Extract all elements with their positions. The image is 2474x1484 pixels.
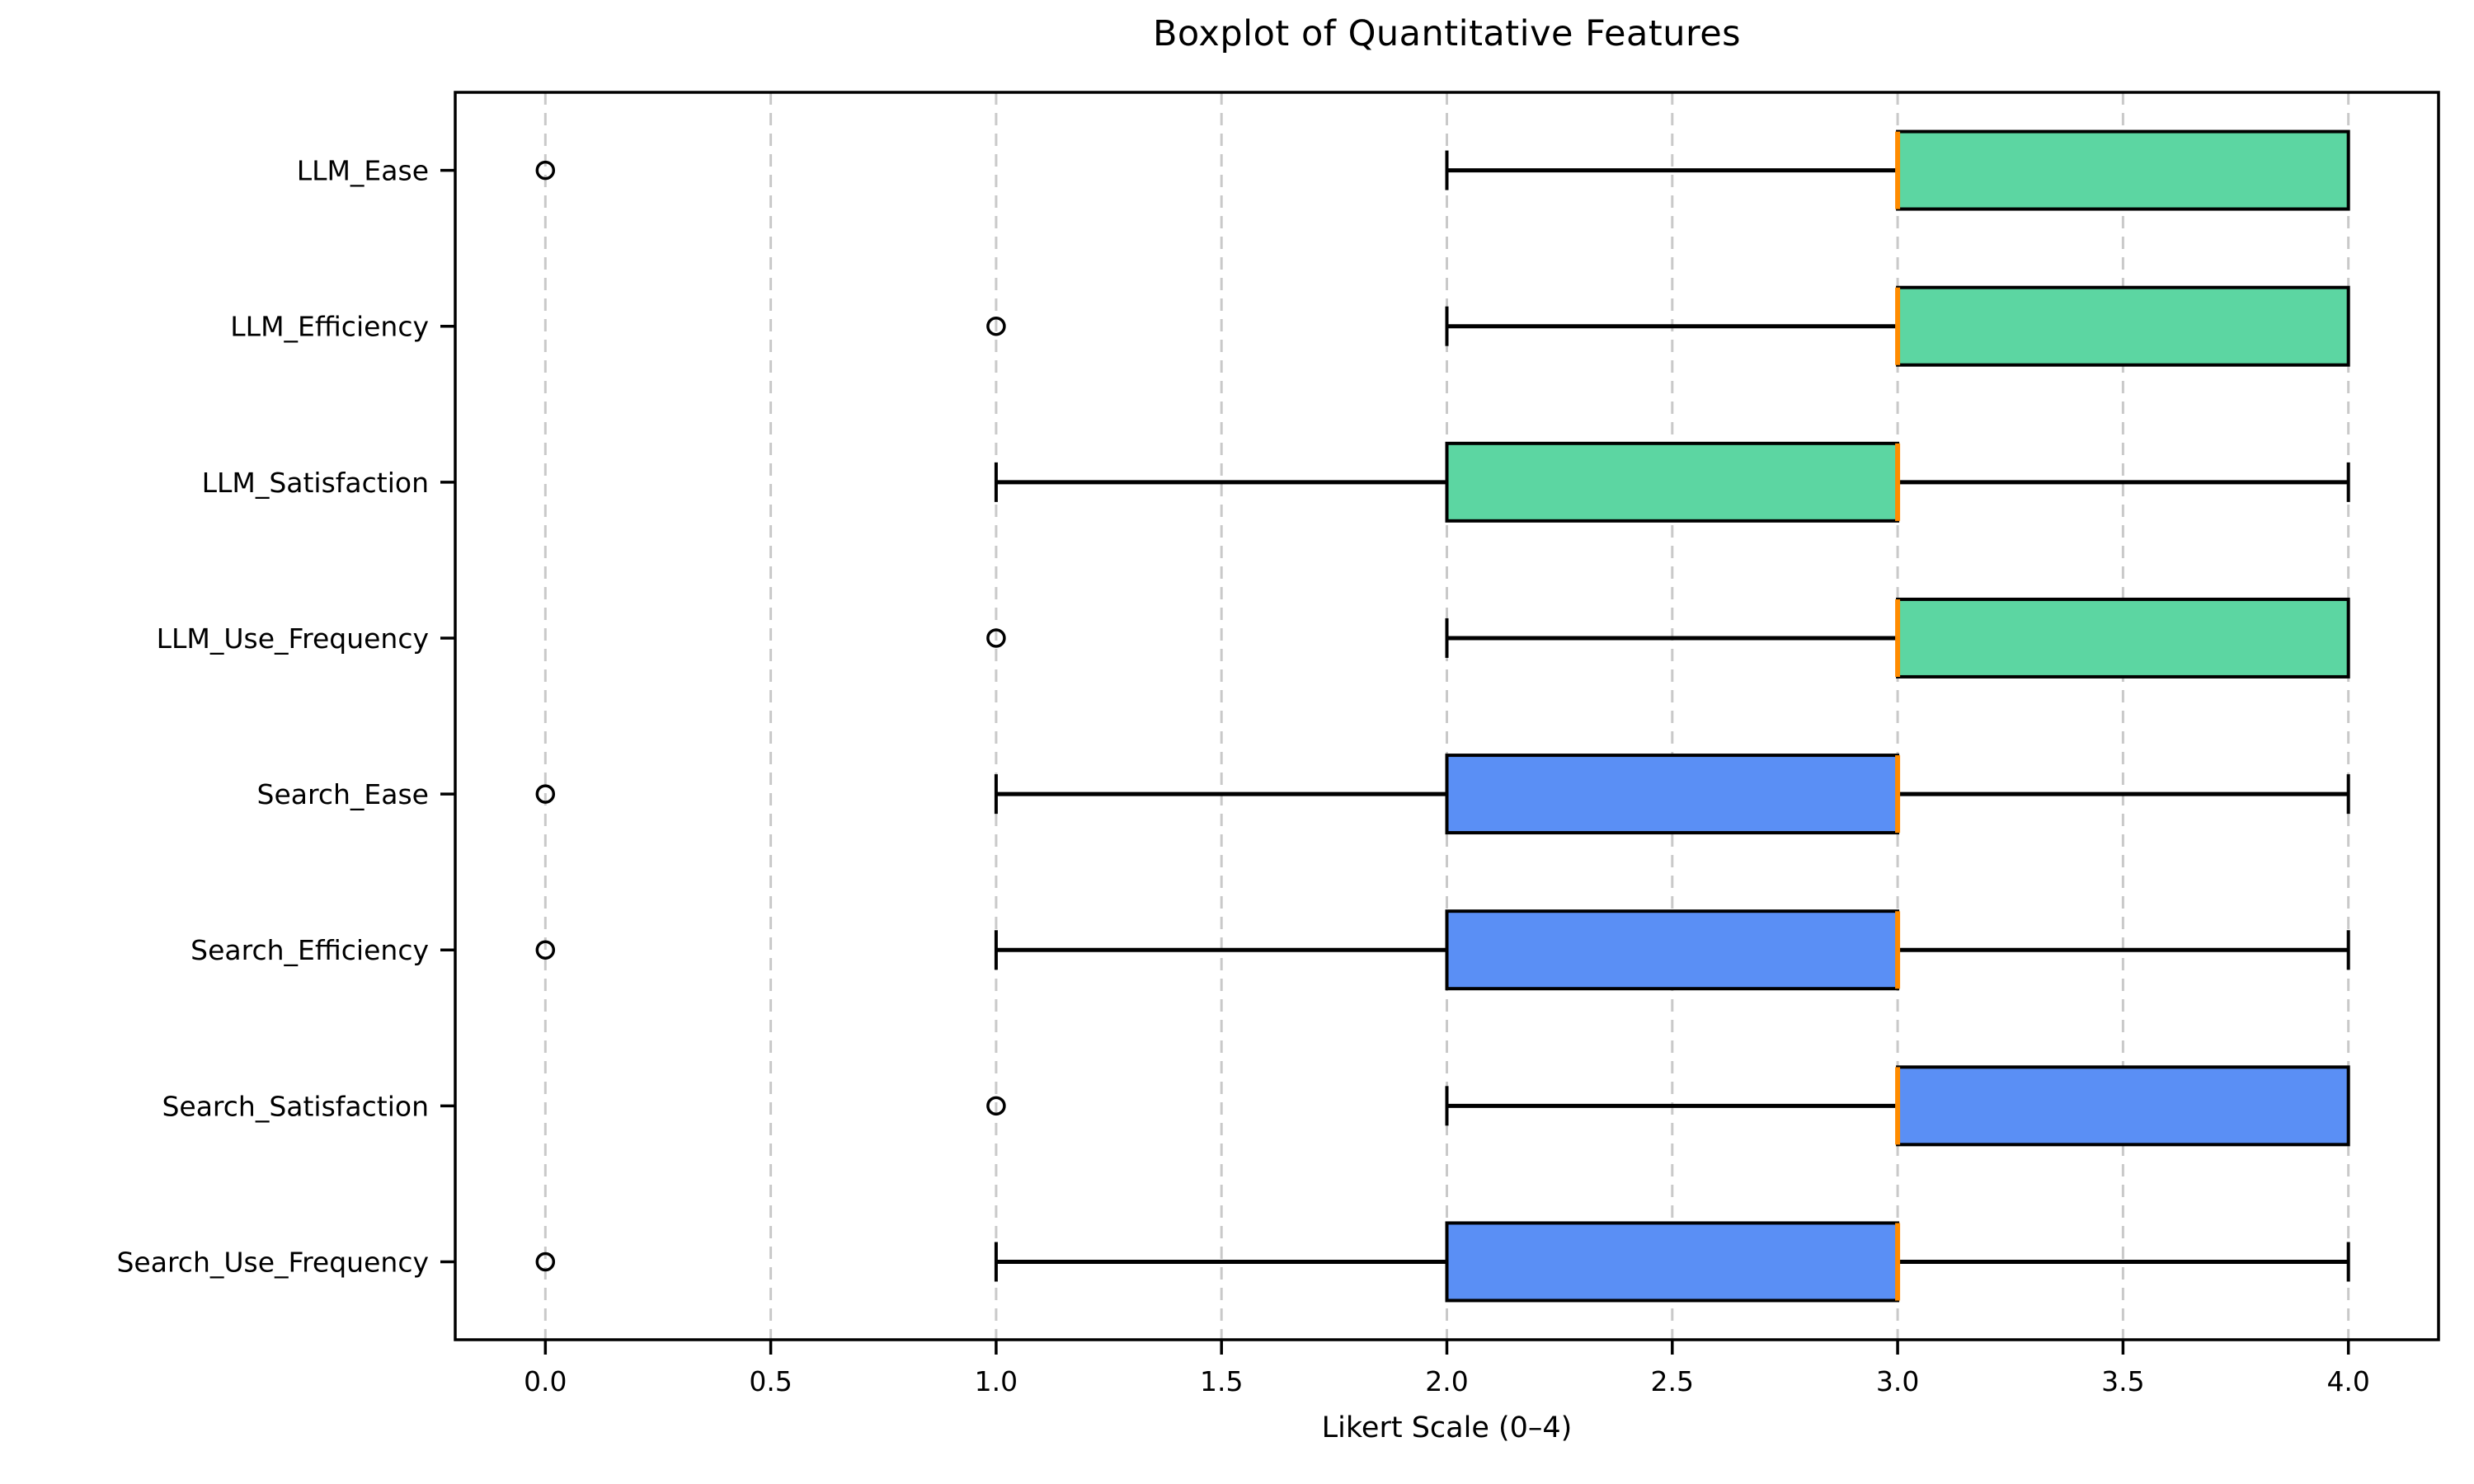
- y-category-label: LLM_Ease: [297, 155, 429, 187]
- flier-point: [986, 1096, 1006, 1116]
- box-search_efficiency: [1445, 909, 1900, 991]
- x-tick-label: 2.5: [1651, 1365, 1694, 1397]
- y-category-label: Search_Use_Frequency: [116, 1246, 429, 1278]
- y-category-label: Search_Satisfaction: [162, 1090, 429, 1122]
- x-tick-label: 1.5: [1200, 1365, 1243, 1397]
- y-category-label: LLM_Efficiency: [230, 311, 429, 343]
- box-llm_use_frequency: [1896, 597, 2350, 679]
- x-tick-label: 3.5: [2101, 1365, 2144, 1397]
- y-category-label: LLM_Satisfaction: [202, 467, 429, 499]
- x-axis-label: Likert Scale (0–4): [1321, 1411, 1573, 1444]
- chart-title: Boxplot of Quantitative Features: [1152, 13, 1742, 54]
- x-tick-label: 1.0: [975, 1365, 1018, 1397]
- x-tick-label: 3.0: [1876, 1365, 1919, 1397]
- box-search_use_frequency: [1445, 1221, 1900, 1303]
- x-tick-label: 0.5: [749, 1365, 792, 1397]
- flier-point: [535, 1252, 556, 1272]
- flier-point: [535, 160, 556, 181]
- flier-point: [986, 316, 1006, 336]
- x-tick-label: 0.0: [524, 1365, 567, 1397]
- box-llm_satisfaction: [1445, 441, 1900, 523]
- flier-point: [535, 784, 556, 804]
- flier-point: [535, 940, 556, 960]
- flier-point: [986, 628, 1006, 648]
- y-category-label: Search_Ease: [257, 778, 429, 810]
- x-tick-label: 2.0: [1425, 1365, 1468, 1397]
- box-search_ease: [1445, 754, 1900, 835]
- box-llm_efficiency: [1896, 285, 2350, 367]
- y-category-label: Search_Efficiency: [190, 934, 429, 966]
- box-llm_ease: [1896, 129, 2350, 211]
- box-search_satisfaction: [1896, 1065, 2350, 1147]
- x-tick-label: 4.0: [2326, 1365, 2369, 1397]
- y-category-label: LLM_Use_Frequency: [157, 622, 429, 655]
